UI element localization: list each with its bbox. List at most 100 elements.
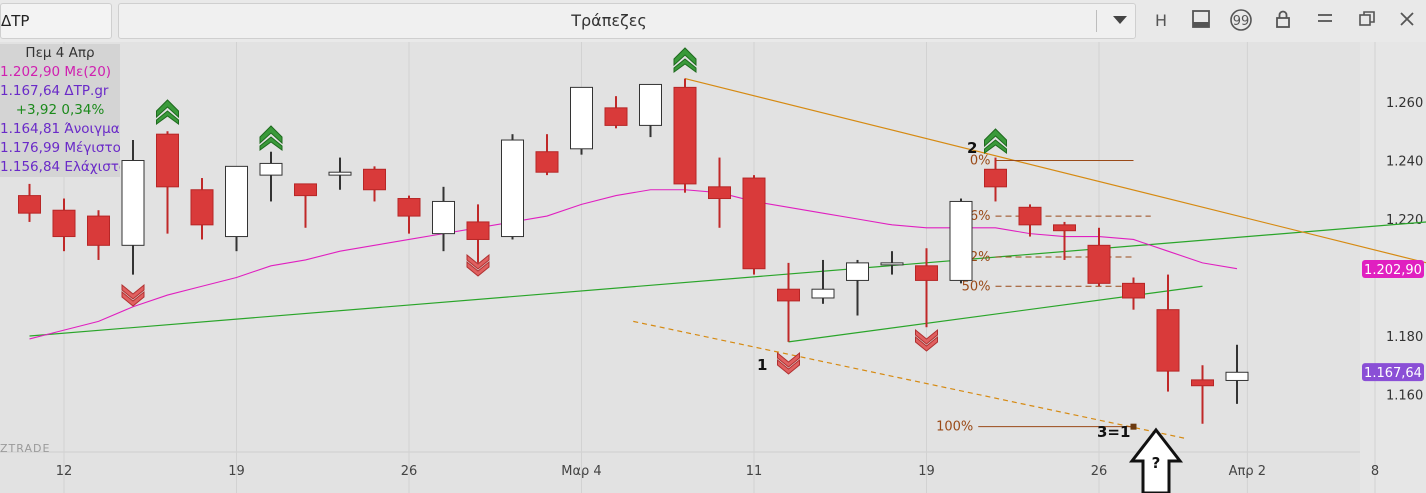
- up-arrow-shape: [984, 139, 1007, 154]
- candle-down: [363, 166, 386, 202]
- candle-down: [535, 134, 559, 176]
- trend-line: [633, 320, 1186, 439]
- x-tick-label: 19: [918, 464, 935, 479]
- y-tick-label: 1.160: [1386, 389, 1423, 404]
- x-tick-label: 8: [1371, 464, 1379, 479]
- fib-level-label: 100%: [936, 420, 973, 435]
- candle-down: [915, 248, 938, 328]
- candle-body: [52, 209, 76, 238]
- candle-down: [708, 157, 731, 228]
- fib-level-label: 50%: [962, 279, 991, 294]
- ma-price-badge-bg: [1362, 260, 1424, 279]
- candle-body: [604, 107, 628, 126]
- candle-down: [984, 157, 1007, 202]
- candle-up: [432, 186, 455, 252]
- candle-body: [1018, 206, 1042, 226]
- candle-down: [18, 183, 41, 222]
- x-tick-label: Μαρ 4: [561, 464, 601, 479]
- down-arrow-shape: [466, 253, 490, 270]
- down-arrow-marker: [777, 351, 800, 375]
- candle-down: [673, 78, 697, 193]
- restore-icon[interactable]: [1354, 8, 1380, 34]
- lock-icon[interactable]: [1270, 8, 1296, 34]
- down-arrow-shape: [121, 290, 145, 307]
- x-tick-label: 12: [56, 464, 73, 479]
- down-arrow-shape: [777, 351, 800, 368]
- down-arrow-shape: [777, 358, 800, 375]
- quote-icon[interactable]: 99: [1228, 8, 1254, 34]
- candle-up: [570, 86, 593, 155]
- h-button[interactable]: H: [1148, 8, 1174, 34]
- up-arrow-shape: [259, 136, 283, 151]
- candle-body: [225, 165, 248, 238]
- candle-up: [1225, 344, 1249, 404]
- svg-text:99: 99: [1233, 14, 1250, 29]
- watermark: ZTRADE: [0, 442, 50, 455]
- x-tick-label: Απρ 2: [1229, 464, 1266, 479]
- candle-down: [1053, 221, 1076, 260]
- candle-body: [915, 265, 938, 281]
- candle-body: [1087, 244, 1111, 284]
- candle-body: [18, 195, 41, 214]
- minimize-icon[interactable]: [1312, 8, 1338, 34]
- candle-up: [225, 165, 248, 252]
- symbol-selector[interactable]: ΔΤΡ: [0, 3, 112, 39]
- data-legend: Πεμ 4 Απρ 1.202,90 Με(20) 1.167,64 ΔΤΡ.g…: [0, 44, 120, 177]
- candle-body: [1156, 309, 1180, 372]
- legend-close: 1.167,64 ΔΤΡ.gr: [0, 83, 109, 99]
- close-price-badge-bg: [1362, 363, 1424, 382]
- wave-label-2: 2: [967, 139, 977, 157]
- moving-average-line: [29, 189, 1238, 340]
- candle-body: [742, 177, 766, 270]
- candle-body: [777, 288, 800, 302]
- trend-line: [29, 221, 1426, 337]
- candle-down: [1156, 274, 1180, 392]
- candle-up: [328, 157, 352, 190]
- y-tick-label: 1.180: [1386, 330, 1423, 345]
- candle-down: [777, 262, 800, 342]
- chevron-down-icon[interactable]: [1113, 16, 1127, 24]
- candle-up: [880, 251, 904, 275]
- chart-title-dropdown[interactable]: Τράπεζες: [118, 3, 1136, 39]
- candle-body: [156, 133, 179, 188]
- legend-low: 1.156,84 Ελάχιστο: [0, 159, 120, 175]
- candle-body: [328, 171, 352, 176]
- fib-level-label: 0%: [970, 154, 991, 169]
- wave-label-1: 1: [757, 356, 767, 374]
- y-tick-label: 1.220: [1386, 213, 1423, 228]
- down-arrow-marker: [915, 328, 938, 352]
- candle-body: [501, 139, 524, 238]
- up-arrow-marker: [673, 47, 697, 73]
- candle-down: [156, 131, 179, 234]
- down-arrow-shape: [121, 283, 145, 300]
- up-arrow-marker: [156, 99, 179, 125]
- trend-line: [684, 78, 1426, 264]
- down-arrow-shape: [915, 335, 938, 352]
- up-arrow-marker: [259, 125, 283, 151]
- x-tick-label: 11: [746, 464, 763, 479]
- candle-body: [811, 288, 835, 299]
- candle-up: [639, 83, 662, 138]
- candle-down: [397, 195, 421, 234]
- candle-down: [1087, 227, 1111, 287]
- candle-body: [121, 160, 145, 246]
- ma-price-badge-text: 1.202,90: [1364, 263, 1422, 278]
- up-arrow-shape: [984, 128, 1007, 148]
- top-toolbar: ΔΤΡ Τράπεζες H 99: [0, 0, 1426, 43]
- candle-down: [87, 210, 110, 260]
- down-arrow-marker: [121, 283, 145, 307]
- down-arrow-shape: [466, 260, 490, 277]
- symbol-label: ΔΤΡ: [1, 12, 30, 30]
- candle-body: [846, 262, 869, 281]
- candle-down: [1018, 204, 1042, 237]
- close-icon[interactable]: [1394, 8, 1420, 34]
- candle-body: [708, 186, 731, 200]
- candle-up: [501, 134, 524, 240]
- panel-icon[interactable]: [1188, 8, 1214, 34]
- candle-down: [52, 198, 76, 252]
- candle-down: [1191, 365, 1214, 424]
- legend-change: +3,92 0,34%: [15, 102, 105, 118]
- candle-body: [190, 189, 214, 226]
- candle-down: [1122, 277, 1145, 310]
